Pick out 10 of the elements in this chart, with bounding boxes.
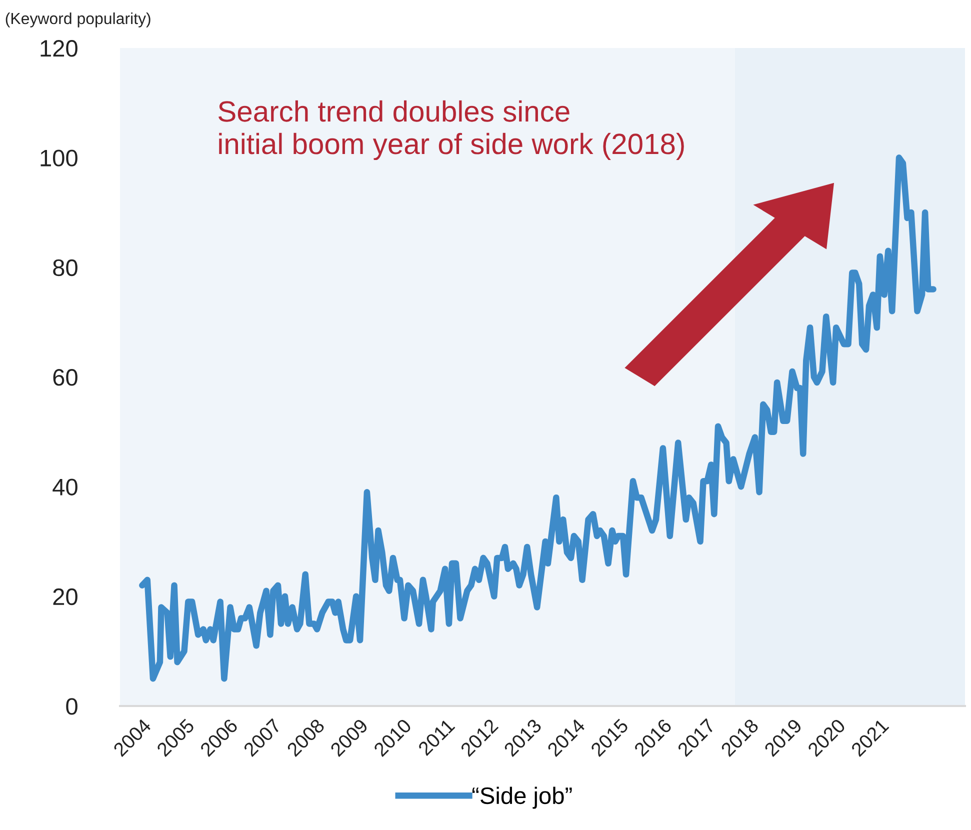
- y-tick-label: 120: [40, 40, 78, 57]
- y-tick-label: 0: [66, 698, 78, 715]
- y-tick-label: 80: [53, 259, 78, 276]
- y-tick-label: 100: [40, 150, 78, 166]
- annotation: Search trend doubles since initial boom year of side work (2018): [218, 100, 684, 160]
- y-tick-label: 40: [52, 478, 78, 496]
- y-tick-label: 60: [53, 369, 78, 386]
- y-axis-title: (Keyword popularity): [6, 12, 150, 28]
- y-tick-label: 20: [53, 588, 78, 606]
- legend-label: “Side job”: [472, 786, 572, 809]
